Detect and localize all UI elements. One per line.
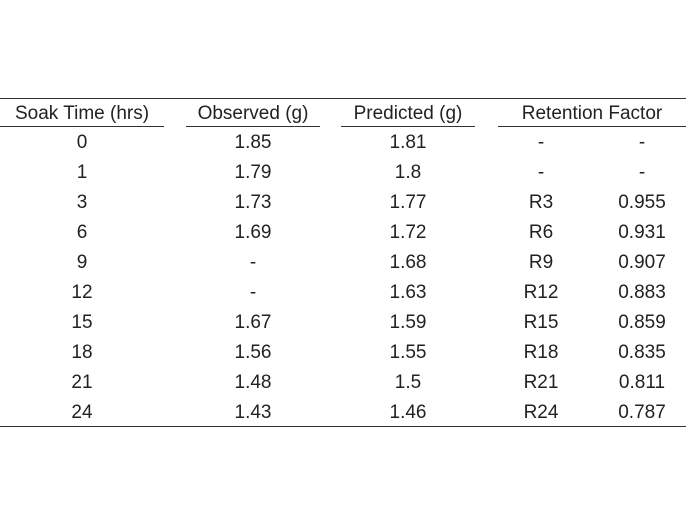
cell-predicted: 1.59	[389, 312, 427, 333]
cell-observed: 1.43	[234, 402, 272, 423]
cell-predicted: 1.55	[389, 342, 427, 363]
cell-retention-value: 0.859	[618, 312, 666, 333]
table-top-rule	[0, 98, 686, 99]
table-row: 1 1.79 1.8 - -	[0, 158, 687, 188]
cell-predicted: 1.5	[394, 372, 422, 393]
cell-observed: -	[249, 282, 257, 303]
cell-soak-time: 9	[76, 252, 88, 273]
cell-predicted: 1.72	[389, 222, 427, 243]
cell-retention-id: R21	[523, 372, 559, 393]
cell-retention-id: R6	[528, 222, 554, 243]
cell-retention-value: -	[638, 162, 646, 183]
cell-retention-id: R9	[528, 252, 554, 273]
cell-retention-id: R3	[528, 192, 554, 213]
cell-retention-id: R24	[523, 402, 559, 423]
cell-predicted: 1.68	[389, 252, 427, 273]
cell-retention-id: R18	[523, 342, 559, 363]
cell-observed: 1.67	[234, 312, 272, 333]
cell-soak-time: 24	[71, 402, 93, 423]
cell-predicted: 1.63	[389, 282, 427, 303]
header-predicted: Predicted (g)	[353, 103, 463, 124]
table-row: 3 1.73 1.77 R3 0.955	[0, 188, 687, 218]
cell-soak-time: 12	[71, 282, 93, 303]
cell-retention-value: 0.835	[618, 342, 666, 363]
cell-retention-id: -	[537, 162, 545, 183]
table-bottom-rule	[0, 426, 686, 427]
table-row: 9 - 1.68 R9 0.907	[0, 248, 687, 278]
table-row: 12 - 1.63 R12 0.883	[0, 278, 687, 308]
cell-observed: 1.56	[234, 342, 272, 363]
cell-soak-time: 18	[71, 342, 93, 363]
cell-retention-value: 0.907	[618, 252, 666, 273]
cell-predicted: 1.77	[389, 192, 427, 213]
header-underline-predicted	[341, 126, 475, 127]
table-row: 21 1.48 1.5 R21 0.811	[0, 368, 687, 398]
table-row: 18 1.56 1.55 R18 0.835	[0, 338, 687, 368]
header-underline-retention-factor	[498, 126, 686, 127]
header-underline-observed	[186, 126, 320, 127]
header-underline-soak-time	[0, 126, 164, 127]
cell-observed: 1.85	[234, 132, 272, 153]
table-row: 24 1.43 1.46 R24 0.787	[0, 398, 687, 428]
cell-soak-time: 6	[76, 222, 88, 243]
header-observed: Observed (g)	[197, 103, 309, 124]
table-header-row: Soak Time (hrs) Observed (g) Predicted (…	[0, 98, 687, 128]
cell-observed: 1.48	[234, 372, 272, 393]
cell-observed: 1.69	[234, 222, 272, 243]
cell-predicted: 1.81	[389, 132, 427, 153]
cell-soak-time: 0	[76, 132, 88, 153]
cell-retention-id: -	[537, 132, 545, 153]
cell-predicted: 1.8	[394, 162, 422, 183]
cell-observed: -	[249, 252, 257, 273]
cell-retention-value: 0.955	[618, 192, 666, 213]
header-soak-time: Soak Time (hrs)	[14, 103, 150, 124]
cell-soak-time: 3	[76, 192, 88, 213]
table-row: 15 1.67 1.59 R15 0.859	[0, 308, 687, 338]
cell-retention-value: 0.883	[618, 282, 666, 303]
cell-observed: 1.79	[234, 162, 272, 183]
cell-retention-id: R12	[523, 282, 559, 303]
cell-soak-time: 15	[71, 312, 93, 333]
table-row: 6 1.69 1.72 R6 0.931	[0, 218, 687, 248]
cell-retention-value: 0.931	[618, 222, 666, 243]
cell-soak-time: 21	[71, 372, 93, 393]
cell-observed: 1.73	[234, 192, 272, 213]
header-retention-factor: Retention Factor	[521, 103, 663, 124]
cell-retention-value: -	[638, 132, 646, 153]
cell-retention-value: 0.811	[618, 372, 666, 393]
table-row: 0 1.85 1.81 - -	[0, 128, 687, 158]
cell-retention-id: R15	[523, 312, 559, 333]
cell-soak-time: 1	[76, 162, 88, 183]
cell-retention-value: 0.787	[618, 402, 666, 423]
cell-predicted: 1.46	[389, 402, 427, 423]
table-body: 0 1.85 1.81 - - 1 1.79 1.8 - - 3 1.73 1.…	[0, 128, 687, 428]
